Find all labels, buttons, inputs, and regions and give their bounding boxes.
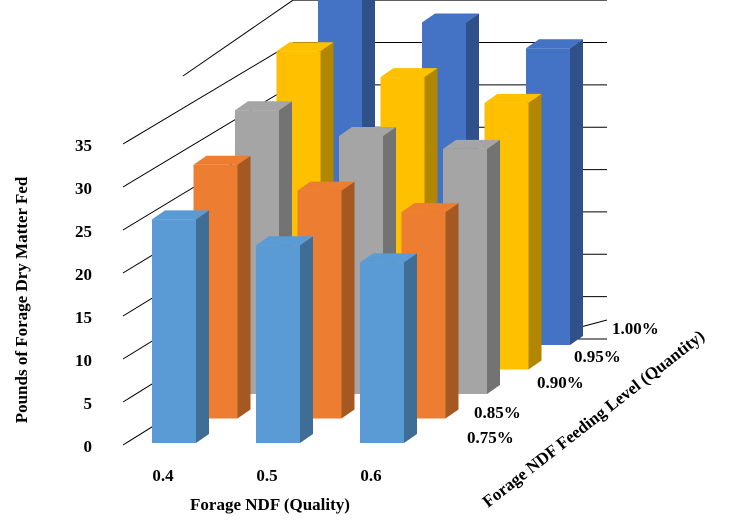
bar-0.75%-0.6 [360,253,417,443]
depth-tick-label: 1.00% [612,319,659,338]
bar-side [341,181,355,419]
bar-top [443,139,500,149]
bar-top [152,210,209,220]
bar-side [196,210,209,443]
bar-side [487,139,500,394]
y-tick-label: 5 [84,394,93,413]
x-tick-label: 0.6 [360,466,381,485]
depth-tick-label: 0.95% [574,347,621,366]
bar-top [256,236,313,246]
bar-side [237,155,251,419]
bar-top [235,101,292,111]
bar-top [380,68,438,78]
bar-top [339,127,396,136]
bar-0.75%-0.4 [152,210,209,443]
bar-top [193,155,251,165]
bar-top [484,93,542,103]
x-tick-label: 0.5 [256,466,277,485]
bar-top [297,181,355,191]
depth-tick-labels: 0.75% 0.85% 0.90% 0.95% 1.00% [467,319,659,447]
bar-front [152,219,196,443]
y-axis-title: Pounds of Forage Dry Matter Fed [12,176,31,423]
y-tick-label: 25 [75,222,92,241]
bar-top [360,253,417,263]
bar-0.85%-0.5 [297,181,355,419]
bar-side [300,236,313,443]
y-tick-label: 10 [75,351,92,370]
bar-side [570,39,583,346]
bars-group [152,0,583,443]
x-tick-label: 0.4 [152,466,174,485]
bar-front [360,262,404,443]
depth-tick-label: 0.90% [537,373,584,392]
y-tick-label: 15 [75,308,92,327]
bar-0.75%-0.5 [256,236,313,443]
depth-tick-label: 0.85% [474,403,521,422]
bar-front [256,245,300,443]
bar-top [526,39,583,49]
x-axis-title: Forage NDF (Quality) [190,495,350,514]
bar-side [445,203,459,419]
y-tick-label: 0 [84,437,93,456]
bar-top [422,13,479,23]
bar-side [404,253,417,443]
gridline-top [182,0,607,77]
y-tick-label: 30 [75,179,92,198]
depth-tick-label: 0.75% [467,428,514,447]
x-tick-labels: 0.4 0.5 0.6 [152,466,381,485]
y-tick-labels: 0 5 10 15 20 25 30 35 [75,136,92,456]
bar-side [528,93,542,370]
y-tick-label: 20 [75,265,92,284]
bar-top [401,203,459,213]
bar-top [276,42,334,52]
y-tick-label: 35 [75,136,92,155]
